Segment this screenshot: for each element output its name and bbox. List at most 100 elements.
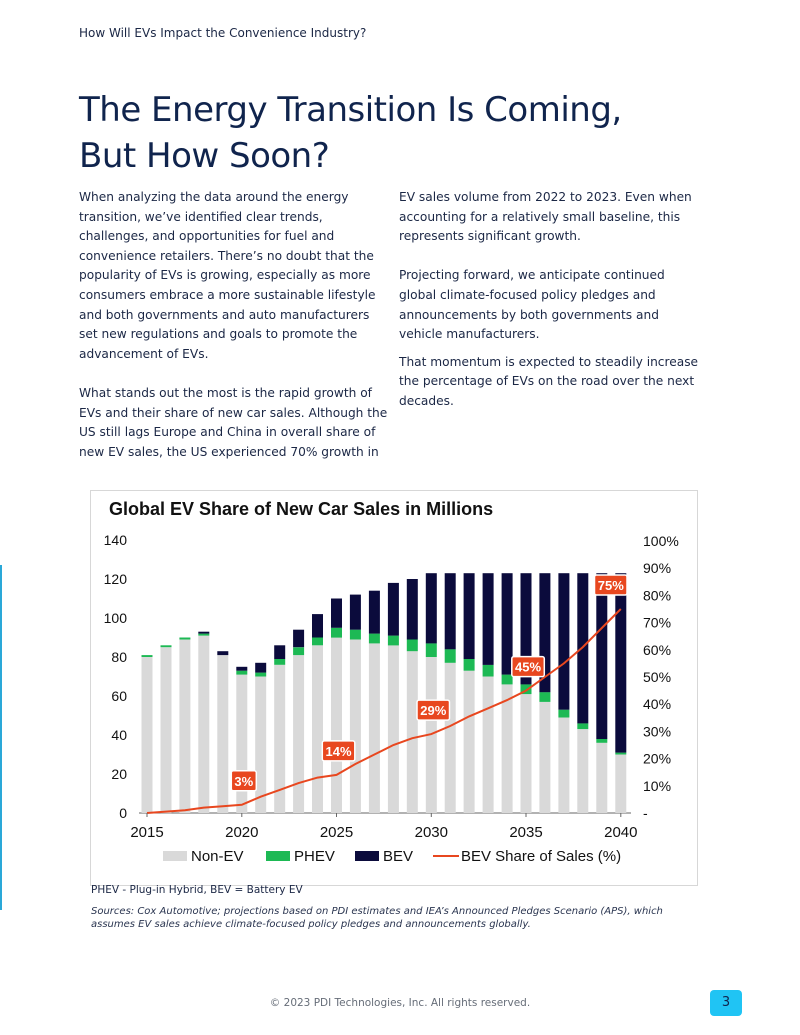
x-tick-label: 2015 <box>130 824 163 841</box>
page-title-line-2: But How Soon? <box>79 135 330 176</box>
bar-non-ev-2019 <box>217 655 229 813</box>
bar-phev-2027 <box>368 633 380 644</box>
y-right-tick-label: 100% <box>643 533 679 549</box>
y-left-tick-label: 60 <box>111 688 127 704</box>
share-line-group <box>146 608 622 814</box>
bar-bev-2025 <box>331 598 342 628</box>
bar-phev-2016 <box>160 645 172 648</box>
bar-non-ev-2039 <box>596 742 608 813</box>
y-left-tick-label: 120 <box>104 571 128 587</box>
y-right-tick-label: 90% <box>643 560 671 576</box>
bar-phev-2031 <box>444 649 456 663</box>
bar-phev-2038 <box>577 723 589 730</box>
body-column-right: EV sales volume from 2022 to 2023. Even … <box>399 188 704 412</box>
chart-title: Global EV Share of New Car Sales in Mill… <box>109 499 493 519</box>
annotation-box-2035 <box>511 655 546 678</box>
annotation-box-2030 <box>416 699 451 721</box>
bar-bev-2018 <box>198 631 210 634</box>
bar-bev-2032 <box>463 573 475 659</box>
bar-bev-2037 <box>558 573 570 710</box>
annotation-label-2025: 14% <box>325 744 351 759</box>
y-left-tick-label: 100 <box>104 610 128 626</box>
body-column-left: When analyzing the data around the energ… <box>79 188 389 462</box>
y-right-tick-label: - <box>643 805 648 821</box>
annotation-label-2035: 45% <box>515 660 541 675</box>
annotations-group: 3% 14% 29% 45% 75% <box>230 574 628 792</box>
bar-bev-2033 <box>482 573 494 665</box>
bar-bev-2022 <box>274 645 286 659</box>
bev-share-line <box>146 608 622 814</box>
bar-non-ev-2016 <box>160 647 172 814</box>
page-edge-accent <box>0 565 2 910</box>
bar-phev-2021 <box>255 672 267 677</box>
bar-phev-2015 <box>141 655 153 657</box>
bar-bev-2036 <box>539 573 551 693</box>
y-right-tick-label: 70% <box>643 615 671 631</box>
legend-swatch-bev <box>355 851 379 861</box>
bar-bev-2034 <box>501 573 513 675</box>
bar-bev-2019 <box>217 651 229 656</box>
y-left-tick-label: 140 <box>104 532 128 548</box>
y-right-tick-label: 60% <box>643 642 671 658</box>
bar-non-ev-2028 <box>387 645 399 813</box>
bar-phev-2028 <box>387 635 399 646</box>
y-right-tick-label: 20% <box>643 751 671 767</box>
body-paragraph: What stands out the most is the rapid gr… <box>79 385 388 459</box>
legend-label-non-ev: Non-EV <box>191 848 244 865</box>
running-header: How Will EVs Impact the Convenience Indu… <box>79 26 367 40</box>
bar-phev-2017 <box>179 637 191 640</box>
bar-phev-2018 <box>198 633 210 636</box>
bar-phev-2034 <box>501 674 513 685</box>
bar-phev-2032 <box>463 659 475 671</box>
chart-canvas: Global EV Share of New Car Sales in Mill… <box>104 499 679 865</box>
annotation-box-2040 <box>593 574 628 596</box>
x-tick-label: 2030 <box>415 824 448 841</box>
legend-swatch-phev <box>266 851 290 861</box>
y-left-tick-label: 0 <box>119 805 127 821</box>
bar-bev-2020 <box>236 666 248 671</box>
bar-non-ev-2034 <box>501 684 513 813</box>
y-right-tick-label: 40% <box>643 696 671 712</box>
bar-phev-2030 <box>425 643 437 657</box>
bar-non-ev-2040 <box>615 754 627 813</box>
legend-label-bev-share-of-sales: BEV Share of Sales (%) <box>461 848 621 865</box>
annotation-box-2020 <box>230 770 258 792</box>
chart-legend: Non-EV PHEV BEV BEV Share of Sales (%) <box>163 848 621 865</box>
chart-sources: Sources: Cox Automotive; projections bas… <box>91 906 663 930</box>
y-right-tick-label: 50% <box>643 669 671 685</box>
body-paragraph: Projecting forward, we anticipate contin… <box>399 268 665 342</box>
bar-non-ev-2035 <box>520 694 532 813</box>
bar-non-ev-2038 <box>577 729 589 813</box>
y-left-tick-label: 80 <box>111 649 127 665</box>
bar-phev-2025 <box>331 627 342 638</box>
bar-phev-2022 <box>274 659 286 665</box>
bar-phev-2036 <box>539 692 551 702</box>
annotation-label-2030: 29% <box>420 703 446 718</box>
bar-phev-2026 <box>349 629 361 640</box>
bar-non-ev-2033 <box>482 676 494 813</box>
bar-phev-2039 <box>596 738 608 743</box>
bar-non-ev-2032 <box>463 670 475 813</box>
annotation-box-2025 <box>321 740 356 762</box>
bar-phev-2020 <box>236 670 248 675</box>
legend-label-bev: BEV <box>383 848 413 865</box>
y-left-tick-label: 40 <box>111 727 127 743</box>
chart-footnote: PHEV - Plug-in Hybrid, BEV = Battery EV <box>91 884 303 896</box>
bar-bev-2035 <box>520 573 532 685</box>
body-paragraph: When analyzing the data around the energ… <box>79 190 376 361</box>
bar-bev-2028 <box>387 582 399 636</box>
bar-non-ev-2024 <box>312 645 323 813</box>
y-left-tick-label: 20 <box>111 766 127 782</box>
bar-non-ev-2027 <box>368 643 380 813</box>
bar-non-ev-2020 <box>236 674 248 813</box>
bar-non-ev-2021 <box>255 676 267 813</box>
bar-non-ev-2023 <box>293 655 305 813</box>
bar-non-ev-2031 <box>444 662 456 813</box>
body-paragraph: EV sales volume from 2022 to 2023. Even … <box>399 190 692 244</box>
bar-phev-2033 <box>482 664 494 677</box>
right-axis-ticks: - 10% 20% 30% 40% 50% 60% 70% 80% 90% 100% <box>643 533 679 821</box>
annotation-label-2040: 75% <box>598 578 624 593</box>
bar-phev-2029 <box>406 639 418 652</box>
bar-phev-2040 <box>615 752 627 755</box>
left-axis-ticks: 0 20 40 60 80 100 120 140 <box>104 532 128 821</box>
